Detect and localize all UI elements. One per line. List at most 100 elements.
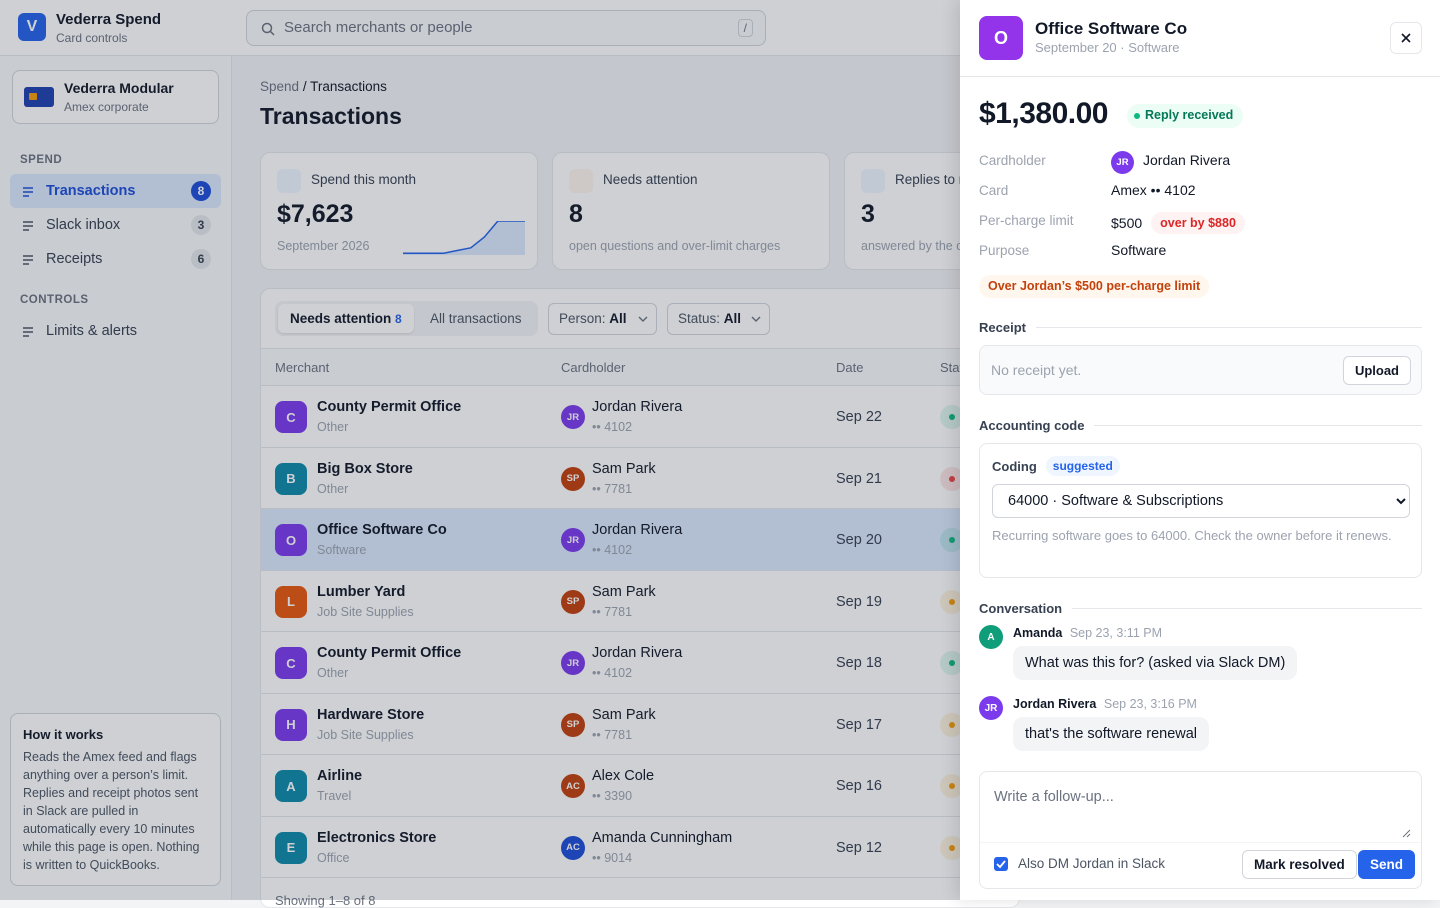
panel-meta: September 20 · Software bbox=[1035, 40, 1180, 55]
over-limit-badge: over by $880 bbox=[1151, 212, 1245, 234]
cardholder-avatar: JR bbox=[561, 651, 585, 675]
table-row[interactable] bbox=[261, 693, 1019, 755]
chevron bbox=[638, 316, 648, 322]
dm-checkbox[interactable] bbox=[994, 857, 1008, 871]
mark-resolved-button[interactable]: Mark resolved bbox=[1242, 850, 1357, 879]
accounting-box: Coding suggested 64000 · Software & Subsc… bbox=[979, 443, 1422, 578]
card-number: •• 7781 bbox=[592, 604, 633, 619]
tab-label: Needs attention bbox=[290, 311, 392, 326]
reply-placeholder[interactable]: Write a follow-up... bbox=[994, 789, 1114, 805]
merchant-avatar: E bbox=[275, 831, 307, 864]
merchant-category: Travel bbox=[317, 789, 352, 803]
stat-note: open questions and over-limit charges bbox=[569, 239, 781, 253]
nav-item[interactable]: Slack inbox 3 bbox=[10, 208, 221, 242]
nav-item[interactable]: Limits & alerts bbox=[10, 314, 221, 348]
search-box[interactable]: Search merchants or people / bbox=[246, 10, 766, 46]
overlay[interactable] bbox=[0, 0, 960, 900]
cardholder-avatar: SP bbox=[561, 466, 585, 491]
nav-item[interactable]: Receipts 6 bbox=[10, 242, 221, 276]
cardholder-name: Amanda Cunningham bbox=[592, 829, 733, 846]
sparkline-area bbox=[403, 221, 525, 255]
column-header: Merchant bbox=[275, 360, 330, 375]
conversation-title-text: Conversation bbox=[979, 601, 1063, 616]
search-placeholder: Search merchants or people bbox=[284, 19, 473, 36]
cardholder-name: Sam Park bbox=[592, 706, 656, 723]
message-author: Amanda bbox=[1013, 626, 1063, 640]
message-text: What was this for? (asked via Slack DM) bbox=[1013, 646, 1298, 680]
merchant-category: Other bbox=[317, 666, 349, 680]
detail-value-row: $500 over by $880 bbox=[1111, 212, 1245, 234]
workspace-switcher[interactable]: Vederra Modular Amex corporate bbox=[12, 70, 219, 124]
transaction-date: Sep 16 bbox=[836, 778, 882, 794]
accounting-section: Accounting code Coding suggested 64000 · … bbox=[979, 418, 1422, 578]
stat-card: Spend this month $7,623 September 2026 bbox=[260, 152, 538, 270]
transaction-date: Sep 21 bbox=[836, 470, 882, 487]
table-row[interactable] bbox=[261, 509, 1019, 571]
transaction-date: Sep 18 bbox=[836, 655, 882, 671]
detail-label: Card bbox=[979, 183, 1009, 198]
conversation-section: Conversation A Amanda Sep 23, 3:11 PM Wh… bbox=[979, 601, 1422, 768]
filter-person[interactable]: Person: All bbox=[548, 303, 657, 335]
stat-icon bbox=[569, 169, 593, 193]
app-name: Vederra Spend bbox=[56, 11, 162, 28]
stat-label: Needs attention bbox=[603, 172, 698, 187]
card-number: •• 4102 bbox=[592, 666, 633, 680]
detail-avatar: JR bbox=[1111, 151, 1134, 174]
status-dot bbox=[949, 783, 955, 789]
merchant-avatar: L bbox=[275, 585, 307, 618]
table-row[interactable] bbox=[261, 570, 1019, 632]
conversation-title: Conversation bbox=[979, 601, 1422, 616]
nav-section-title: CONTROLS bbox=[20, 294, 89, 306]
filter-status[interactable]: Status: All bbox=[667, 303, 770, 335]
table-row[interactable] bbox=[261, 386, 1019, 448]
merchant-name: Big Box Store bbox=[317, 460, 413, 477]
send-button[interactable]: Send bbox=[1358, 850, 1416, 879]
merchant-category: Job Site Supplies bbox=[317, 727, 414, 742]
filter-tab[interactable]: All transactions bbox=[418, 304, 538, 333]
message-time: Sep 23, 3:16 PM bbox=[1103, 697, 1197, 711]
table-row[interactable] bbox=[261, 755, 1019, 817]
filter-label: Person: bbox=[559, 311, 606, 326]
status-text: Reply received bbox=[1145, 108, 1234, 122]
status-badge: Reply received bbox=[1127, 104, 1244, 128]
filter-value: All bbox=[609, 311, 627, 326]
page-title: Transactions bbox=[260, 103, 402, 129]
coding-select[interactable]: 64000 · Software & Subscriptions bbox=[992, 484, 1410, 518]
table-row[interactable] bbox=[261, 816, 1019, 878]
detail-value-row: Software bbox=[1111, 242, 1166, 258]
tab-label: All transactions bbox=[430, 311, 522, 326]
merchant-category: Other bbox=[317, 420, 349, 434]
app-logo: V bbox=[18, 13, 46, 41]
upload-button[interactable]: Upload bbox=[1342, 356, 1411, 385]
reply-box: Write a follow-up... Also DM Jordan in S… bbox=[979, 771, 1422, 889]
cardholder-name: Sam Park bbox=[592, 583, 656, 600]
panel-divider bbox=[960, 76, 1440, 77]
cardholder-avatar: JR bbox=[561, 405, 585, 429]
transaction-date: Sep 17 bbox=[836, 716, 882, 733]
merchant-name: Airline bbox=[317, 768, 363, 784]
detail-panel: O Office Software Co September 20 · Soft… bbox=[960, 0, 1440, 900]
detail-value: $500 bbox=[1111, 215, 1143, 231]
card-number: •• 4102 bbox=[592, 420, 633, 434]
status-dot bbox=[1134, 113, 1140, 119]
close-button[interactable] bbox=[1390, 22, 1422, 54]
table-row[interactable] bbox=[261, 447, 1019, 509]
filter-value: All bbox=[723, 311, 742, 326]
filter-tab[interactable]: Needs attention 8 bbox=[278, 304, 414, 333]
sparkline-line bbox=[403, 221, 525, 254]
search-icon bbox=[261, 22, 275, 36]
breadcrumb-parent[interactable]: Spend bbox=[260, 79, 300, 94]
message: JR Jordan Rivera Sep 23, 3:16 PM that's … bbox=[979, 696, 1422, 768]
close-icon bbox=[1401, 33, 1411, 43]
nav-item[interactable]: Transactions 8 bbox=[10, 174, 221, 208]
message-time: Sep 23, 3:11 PM bbox=[1069, 626, 1162, 640]
card-number: •• 7781 bbox=[592, 727, 633, 742]
merchant-category: Other bbox=[317, 481, 349, 496]
receipt-section: Receipt No receipt yet. Upload bbox=[979, 320, 1422, 395]
status-dot bbox=[949, 660, 955, 666]
stat-label: Spend this month bbox=[311, 172, 417, 187]
transaction-date: Sep 22 bbox=[836, 409, 882, 425]
stat-value: $7,623 bbox=[277, 200, 354, 228]
table-row[interactable] bbox=[261, 632, 1019, 694]
breadcrumb: Spend / Transactions bbox=[260, 79, 387, 94]
